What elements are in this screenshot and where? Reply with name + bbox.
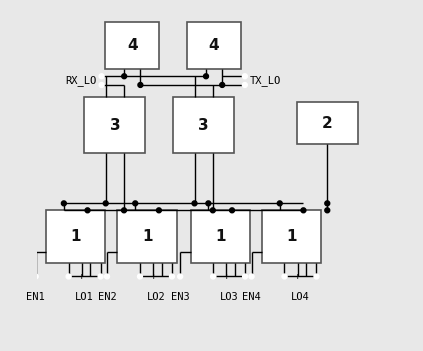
Text: EN4: EN4 [242, 292, 261, 302]
Circle shape [301, 208, 306, 213]
Circle shape [99, 82, 104, 87]
Text: TX_LO: TX_LO [250, 75, 281, 86]
Circle shape [157, 208, 161, 213]
Text: RX_LO: RX_LO [65, 75, 96, 86]
Text: LO2: LO2 [147, 292, 165, 302]
Text: +: + [295, 272, 300, 281]
Circle shape [282, 274, 287, 279]
Text: 4: 4 [209, 38, 220, 53]
FancyBboxPatch shape [262, 210, 321, 263]
Circle shape [230, 208, 234, 213]
Text: LO3: LO3 [220, 292, 239, 302]
Text: -: - [88, 272, 93, 281]
Text: -: - [159, 272, 165, 281]
Circle shape [98, 274, 103, 279]
Circle shape [178, 274, 183, 279]
FancyBboxPatch shape [118, 210, 177, 263]
Text: EN1: EN1 [26, 292, 45, 302]
Text: EN3: EN3 [171, 292, 190, 302]
Circle shape [121, 208, 126, 213]
Circle shape [210, 208, 215, 213]
Text: EN2: EN2 [98, 292, 116, 302]
Text: 3: 3 [110, 118, 120, 133]
Circle shape [206, 201, 211, 206]
Text: 2: 2 [322, 116, 332, 131]
Circle shape [122, 74, 126, 79]
Circle shape [99, 74, 104, 79]
Circle shape [220, 82, 225, 87]
Circle shape [242, 74, 247, 79]
Circle shape [325, 208, 330, 213]
Circle shape [137, 274, 143, 279]
Text: LO4: LO4 [291, 292, 310, 302]
Circle shape [314, 274, 319, 279]
Circle shape [203, 74, 209, 79]
Circle shape [138, 82, 143, 87]
FancyBboxPatch shape [105, 22, 159, 69]
Circle shape [66, 274, 71, 279]
Text: +: + [223, 272, 229, 281]
FancyBboxPatch shape [46, 210, 105, 263]
Text: 1: 1 [215, 229, 225, 244]
Circle shape [104, 274, 110, 279]
Text: 1: 1 [286, 229, 297, 244]
Text: 4: 4 [127, 38, 137, 53]
Circle shape [243, 274, 247, 279]
FancyBboxPatch shape [173, 97, 234, 153]
Text: 3: 3 [198, 118, 209, 133]
Text: 1: 1 [142, 229, 152, 244]
Text: +: + [150, 272, 156, 281]
Circle shape [103, 201, 108, 206]
Circle shape [192, 201, 197, 206]
Circle shape [170, 274, 174, 279]
Circle shape [133, 201, 137, 206]
Circle shape [249, 274, 254, 279]
Circle shape [85, 208, 90, 213]
Text: +: + [79, 272, 84, 281]
FancyBboxPatch shape [85, 97, 146, 153]
FancyBboxPatch shape [187, 22, 241, 69]
Circle shape [61, 201, 66, 206]
Circle shape [242, 82, 247, 87]
Circle shape [33, 274, 38, 279]
Circle shape [277, 201, 282, 206]
FancyBboxPatch shape [191, 210, 250, 263]
FancyBboxPatch shape [297, 102, 358, 144]
Text: -: - [304, 272, 309, 281]
Text: LO1: LO1 [75, 292, 94, 302]
Circle shape [325, 201, 330, 206]
Text: 1: 1 [71, 229, 81, 244]
Circle shape [211, 274, 216, 279]
Text: -: - [232, 272, 238, 281]
